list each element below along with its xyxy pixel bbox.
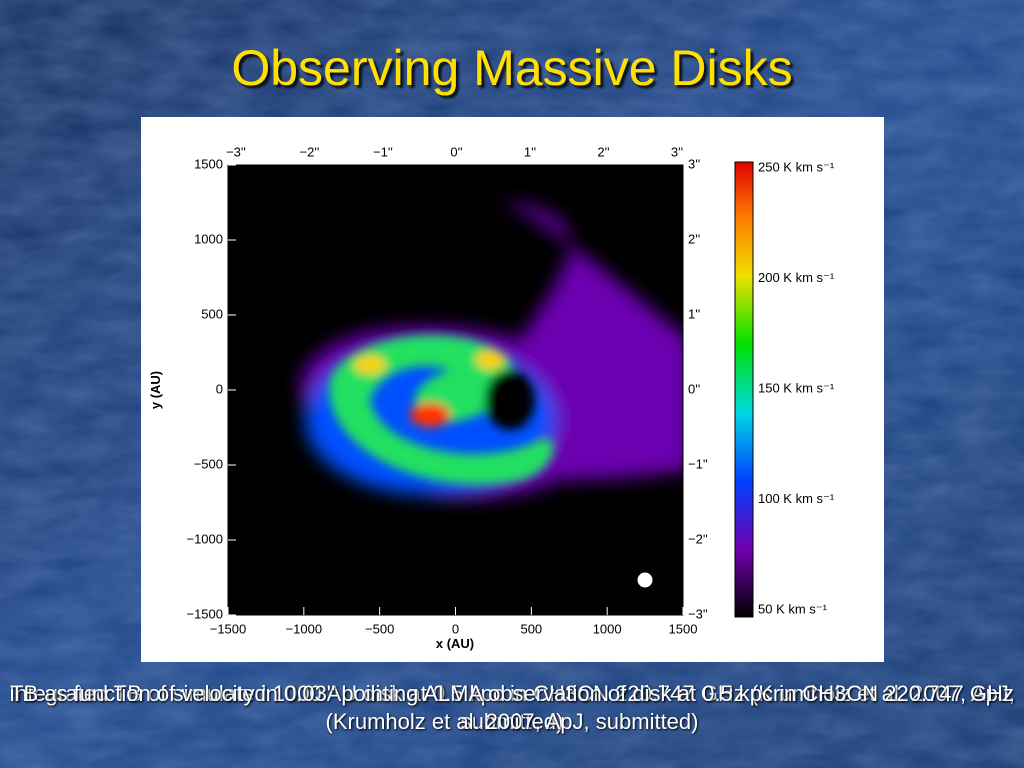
top-tick-label: −1'' — [373, 144, 393, 159]
top-tick-label: 1'' — [524, 144, 536, 159]
y-tick-label: 0 — [216, 381, 223, 396]
top-tick-label: 2'' — [597, 144, 609, 159]
x-tick-label: 1500 — [669, 621, 698, 636]
caption-2: TB as function of velocity in 0.03'' poi… — [10, 681, 1014, 734]
y-tick-label: −1500 — [186, 606, 223, 621]
y-axis-label: y (AU) — [148, 371, 163, 409]
x-tick-label: 500 — [520, 621, 542, 636]
top-tick-label: 3'' — [671, 144, 683, 159]
caption-1: Integrated TB of simulated 1000 AU disk … — [8, 681, 1016, 734]
colorbar-label: 250 K km s⁻¹ — [758, 159, 835, 174]
colorbar-label: 100 K km s⁻¹ — [758, 491, 835, 506]
x-tick-label: −500 — [365, 621, 394, 636]
disk-image — [300, 200, 683, 589]
right-tick-label: 0'' — [688, 381, 700, 396]
y-tick-label: −1000 — [186, 531, 223, 546]
colorbar-label: 50 K km s⁻¹ — [758, 601, 828, 616]
y-tick-label: 1000 — [194, 231, 223, 246]
x-tick-label: 1000 — [593, 621, 622, 636]
right-tick-label: 3'' — [688, 156, 700, 171]
y-tick-label: −500 — [194, 456, 223, 471]
x-tick-label: −1500 — [210, 621, 247, 636]
right-tick-label: −1'' — [688, 456, 708, 471]
x-axis-label: x (AU) — [436, 636, 474, 651]
y-tick-label: 500 — [201, 306, 223, 321]
top-tick-label: 0'' — [450, 144, 462, 159]
right-tick-label: −2'' — [688, 531, 708, 546]
colorbar-label: 150 K km s⁻¹ — [758, 380, 835, 395]
top-tick-label: −2'' — [300, 144, 320, 159]
right-tick-label: 2'' — [688, 231, 700, 246]
right-tick-label: 1'' — [688, 306, 700, 321]
right-tick-label: −3'' — [688, 606, 708, 621]
colorbar — [734, 161, 754, 618]
x-tick-label: 0 — [452, 621, 459, 636]
y-tick-label: 1500 — [194, 156, 223, 171]
colorbar-label: 200 K km s⁻¹ — [758, 270, 835, 285]
slide-title: Observing Massive Disks — [231, 40, 792, 96]
top-tick-label: −3'' — [226, 144, 246, 159]
x-tick-label: −1000 — [286, 621, 323, 636]
